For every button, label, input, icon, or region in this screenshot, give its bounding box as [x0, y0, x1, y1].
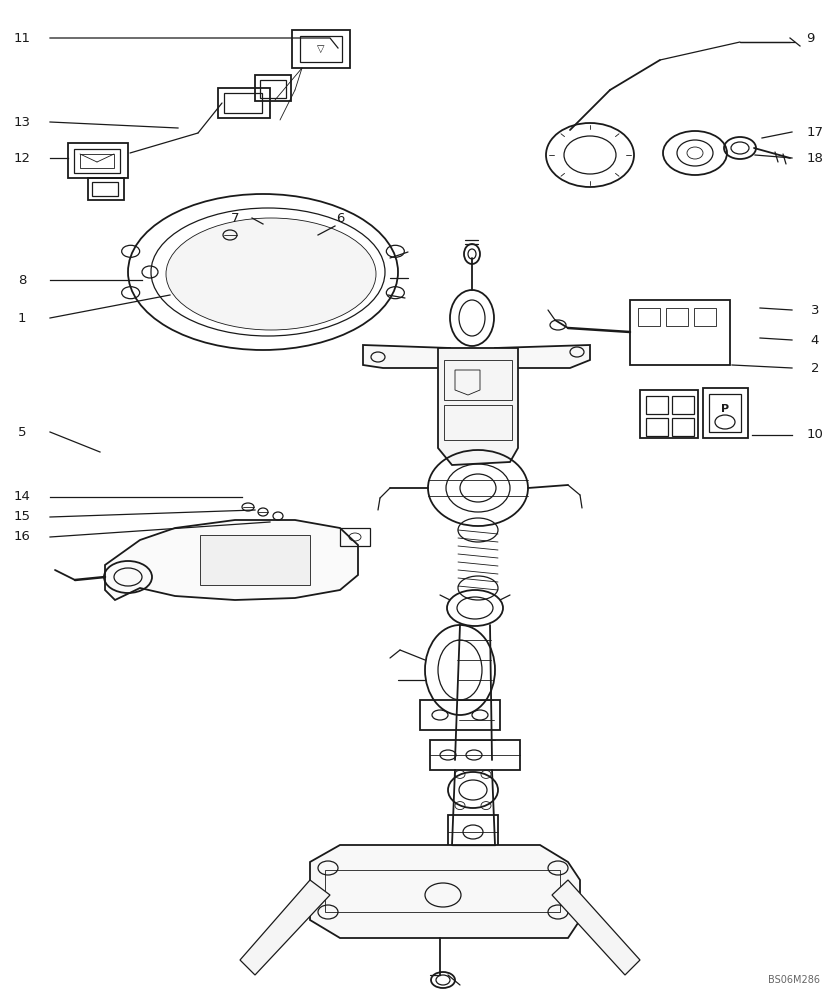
Text: 16: 16	[13, 530, 30, 544]
Bar	[646, 418, 668, 436]
Polygon shape	[438, 348, 518, 465]
Bar	[340, 528, 370, 546]
Bar	[218, 88, 270, 118]
Bar	[68, 143, 128, 178]
Bar	[260, 80, 286, 98]
Text: 12: 12	[13, 151, 30, 164]
Bar	[224, 93, 262, 113]
Polygon shape	[105, 520, 358, 600]
Text: 7: 7	[231, 212, 239, 225]
Bar	[709, 394, 741, 432]
Bar	[444, 360, 512, 400]
Polygon shape	[495, 345, 590, 368]
Text: 4: 4	[811, 334, 819, 347]
Bar	[672, 396, 694, 414]
Bar	[92, 182, 118, 196]
Bar	[292, 30, 350, 68]
Text: 6: 6	[336, 212, 344, 225]
Text: 9: 9	[806, 31, 814, 44]
Text: 10: 10	[807, 428, 823, 442]
Bar	[638, 308, 660, 326]
Polygon shape	[240, 880, 330, 975]
Bar	[694, 308, 716, 326]
Bar	[200, 535, 310, 585]
Bar	[444, 405, 512, 440]
Polygon shape	[552, 880, 640, 975]
Text: P: P	[721, 404, 729, 414]
Bar	[640, 390, 698, 438]
Polygon shape	[310, 845, 580, 938]
Bar	[703, 388, 748, 438]
Bar	[430, 740, 520, 770]
Bar	[646, 396, 668, 414]
Text: 11: 11	[13, 31, 30, 44]
Text: BS06M286: BS06M286	[768, 975, 820, 985]
Bar	[672, 418, 694, 436]
Bar	[80, 154, 114, 168]
Ellipse shape	[166, 218, 376, 330]
Text: 17: 17	[807, 125, 823, 138]
Bar	[666, 308, 688, 326]
Text: 14: 14	[13, 490, 30, 504]
Bar	[630, 300, 730, 365]
Bar	[88, 178, 124, 200]
Text: ▽: ▽	[317, 44, 324, 54]
Text: 8: 8	[18, 273, 26, 286]
Text: 5: 5	[18, 426, 26, 438]
Bar	[300, 36, 342, 62]
Text: 3: 3	[811, 304, 819, 316]
Text: 2: 2	[811, 361, 819, 374]
Bar	[448, 815, 498, 850]
Text: 13: 13	[13, 115, 30, 128]
Bar	[420, 700, 500, 730]
Text: 15: 15	[13, 510, 30, 524]
Polygon shape	[363, 345, 450, 368]
Bar	[255, 75, 291, 101]
Bar	[74, 149, 120, 173]
Text: 18: 18	[807, 151, 823, 164]
Text: 1: 1	[18, 312, 26, 324]
